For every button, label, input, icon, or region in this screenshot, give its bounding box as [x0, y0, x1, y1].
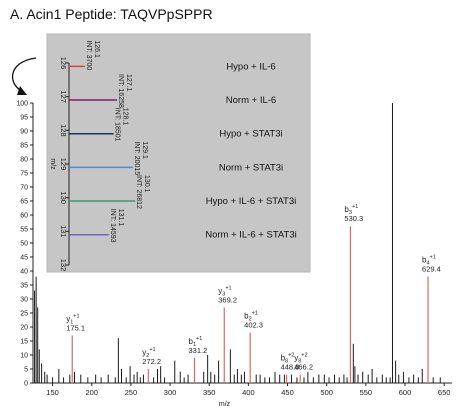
y-tick-label: 50	[20, 241, 28, 248]
condition-label: Hypo + IL-6	[226, 61, 275, 72]
x-tick-label: 500	[320, 388, 333, 397]
curved-arrow-icon	[11, 57, 37, 93]
x-tick-label: 350	[203, 388, 216, 397]
inset-tick-label: 130	[59, 191, 68, 204]
y-tick-label: 35	[20, 283, 28, 290]
y-tick-label: 45	[20, 255, 28, 262]
y-tick-label: 30	[20, 297, 28, 304]
condition-label: Norm + STAT3i	[219, 162, 283, 173]
fragment-ion-label: y2+1	[142, 347, 155, 359]
inset-tick-label: 131	[59, 225, 68, 238]
y-tick-label: 60	[20, 213, 28, 220]
y-tick-label: 25	[20, 311, 28, 318]
fragment-mz-label: 466.2	[294, 363, 313, 372]
fragment-mz-label: 530.3	[344, 214, 363, 223]
y-tick-label: 0	[24, 381, 28, 388]
fragment-ion-label: b1+1	[188, 336, 202, 348]
y-tick-label: 85	[20, 143, 28, 150]
inset-tick-label: 126	[59, 57, 68, 70]
fragment-ion-label: b2+1	[244, 311, 258, 323]
reporter-label: INT: 26812130.1	[135, 175, 150, 209]
fragment-mz-label: 331.2	[188, 346, 207, 355]
y-tick-label: 80	[20, 157, 28, 164]
y-tick-label: 10	[20, 353, 28, 360]
condition-label: Norm + IL-6 + STAT3i	[205, 230, 297, 241]
y-tick-label: 20	[20, 325, 28, 332]
fragment-mz-label: 629.4	[422, 265, 441, 274]
fragment-mz-label: 448.8	[281, 363, 300, 372]
y-tick-label: 15	[20, 339, 28, 346]
fragment-ion-label: y1+1	[66, 313, 79, 325]
inset-tick-label: 132	[59, 259, 68, 272]
y-tick-label: 90	[20, 129, 28, 136]
fragment-mz-label: 369.2	[218, 295, 237, 304]
condition-label: Hypo + STAT3i	[219, 129, 282, 140]
reporter-label: INT: 14593131.1	[109, 209, 124, 243]
condition-label: Hypo + IL-6 + STAT3i	[206, 196, 296, 207]
inset-axis-label: m/z	[49, 158, 56, 170]
y-tick-label: 95	[20, 115, 28, 122]
fragment-mz-label: 402.3	[244, 321, 263, 330]
inset-panel	[46, 33, 311, 273]
reporter-label: INT: 18501128.1	[114, 108, 129, 142]
y-tick-label: 55	[20, 227, 28, 234]
fragment-mz-label: 272.2	[142, 357, 161, 366]
fragment-ion-label: b3+1	[344, 204, 358, 216]
reporter-inset: 126 127 128 129 130 131 132 m/z INT: 3700126.1 Hy…	[46, 33, 311, 273]
x-tick-label: 450	[281, 388, 294, 397]
inset-tick-label: 127	[59, 90, 68, 103]
main-axes: 0 5 10 15 20 25 30 35 40 45 50 55 60 65 70 75 80 85 90 95 10…	[16, 101, 452, 408]
condition-label: Norm + IL-6	[226, 95, 276, 106]
y-tick-label: 70	[20, 185, 28, 192]
fragment-ion-label: y8+2	[294, 353, 307, 365]
fragment-ion-label: y3+1	[218, 285, 231, 297]
y-tick-label: 65	[20, 199, 28, 206]
x-tick-label: 150	[46, 388, 59, 397]
x-tick-label: 550	[360, 388, 373, 397]
figure-title: A. Acin1 Peptide: TAQVPpSPPR	[10, 6, 213, 22]
y-tick-label: 40	[20, 269, 28, 276]
main-peaks	[34, 103, 441, 383]
fragment-ion-label: b8+2	[281, 353, 295, 365]
y-tick-label: 5	[24, 367, 28, 374]
x-tick-label: 650	[438, 388, 451, 397]
x-tick-label: 200	[85, 388, 98, 397]
arrowhead-icon	[17, 86, 27, 95]
inset-tick-label: 128	[59, 124, 68, 137]
reporter-label: INT: 3700126.1	[85, 40, 100, 70]
x-tick-label: 250	[125, 388, 138, 397]
fragment-peaks	[71, 226, 429, 383]
x-tick-label: 300	[164, 388, 177, 397]
x-tick-label: 600	[399, 388, 412, 397]
fragment-mz-label: 175.1	[66, 323, 85, 332]
reporter-label: INT: 16258127.1	[117, 74, 132, 108]
inset-tick-label: 129	[59, 158, 68, 171]
y-tick-label: 75	[20, 171, 28, 178]
reporter-label: INT: 20015129.1	[133, 141, 148, 175]
x-tick-label: 400	[242, 388, 255, 397]
y-tick-label: 100	[16, 101, 28, 108]
x-axis-label: m/z	[219, 401, 231, 408]
fragment-ion-label: b4+1	[422, 255, 436, 267]
